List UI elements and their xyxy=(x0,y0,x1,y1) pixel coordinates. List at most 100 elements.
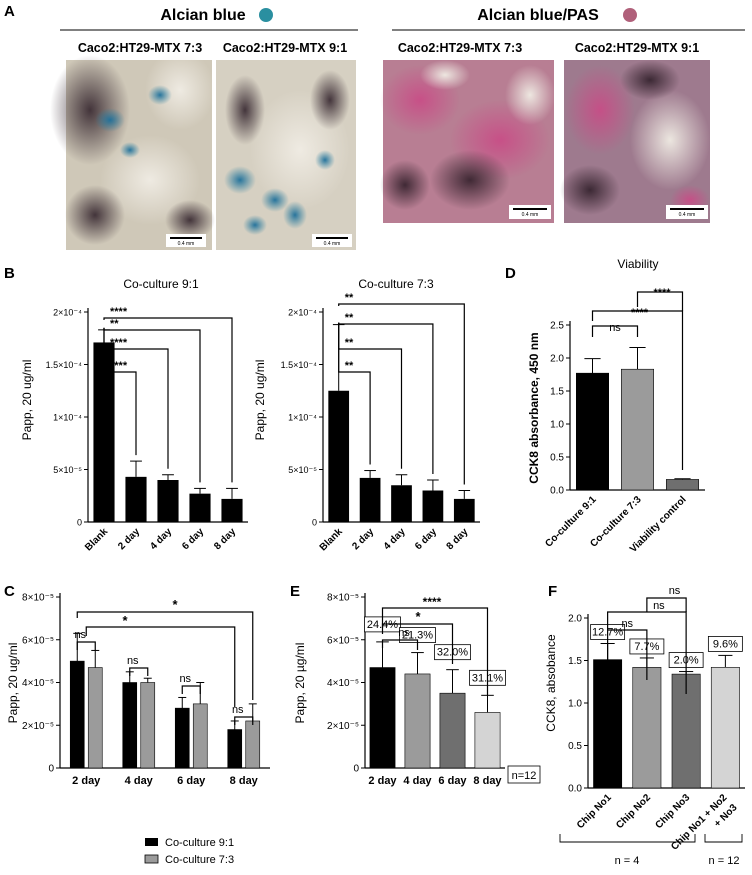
significance-bracket xyxy=(103,327,201,483)
significance-label: ** xyxy=(345,312,354,324)
significance-bracket xyxy=(76,641,96,650)
cv-label-box xyxy=(707,636,743,652)
significance-bracket xyxy=(103,317,233,483)
y-tick-label: 2×10⁻⁴ xyxy=(53,308,82,318)
significance-label: ** xyxy=(345,337,354,349)
y-tick-label: 0 xyxy=(48,764,54,775)
significance-bracket xyxy=(103,327,137,456)
n-label-right: n = 12 xyxy=(709,855,740,867)
bar xyxy=(632,666,662,789)
bar xyxy=(593,659,623,789)
chart-c-comparison: C Papp, 20 ug/ml 0 2×10⁻⁵ 4×10⁻⁵ 6×10⁻⁵ 8×10… xyxy=(4,583,270,866)
y-tick-label: 0.0 xyxy=(550,486,564,497)
chart-e-papp-days: E Papp, 20 µg/ml 0 2×10⁻⁵ 4×10⁻⁵ 6×10⁻⁵ 8×10… xyxy=(290,583,541,787)
significance-label: ** xyxy=(110,318,119,330)
x-tick-label: 4 day xyxy=(125,775,154,787)
significance-label: * xyxy=(172,597,178,612)
significance-bracket xyxy=(103,327,169,469)
bar xyxy=(453,498,475,522)
bar xyxy=(369,667,396,769)
group-title-alcian-pas: Alcian blue/PAS xyxy=(477,7,599,24)
bar xyxy=(122,682,138,769)
y-tick-label: 0.0 xyxy=(568,784,582,795)
y-axis-label: Papp, 20 ug/ml xyxy=(6,643,20,724)
significance-label: ** xyxy=(345,292,354,304)
micrograph-alcian-7-3: 0.4 mm xyxy=(50,50,215,250)
cv-label: 21.3% xyxy=(402,630,433,642)
scale-bar-label-4: 0.4 mm xyxy=(679,212,696,218)
x-tick-label: 6 day xyxy=(413,526,439,552)
y-tick-label: 1×10⁻⁴ xyxy=(288,413,317,423)
bar xyxy=(474,712,501,769)
legend-swatch-9-1 xyxy=(145,838,158,846)
x-tick-label: 2 day xyxy=(368,775,397,787)
chart-b-coculture-7-3: Co-culture 7:3 Papp, 20 ug/ml 0 5×10⁻⁵ 1×1… xyxy=(253,277,480,553)
x-tick-label: 4 day xyxy=(382,526,408,552)
y-tick-label: 2.0 xyxy=(568,614,582,625)
micrograph-alcian-9-1: 0.4 mm xyxy=(216,60,356,250)
y-axis-label: CCK8, absobance xyxy=(544,634,558,732)
significance-bracket xyxy=(591,325,639,337)
significance-bracket xyxy=(85,626,236,707)
bar xyxy=(391,485,412,522)
significance-bracket xyxy=(381,607,489,695)
x-tick-label: 4 day xyxy=(148,526,174,552)
y-tick-label: 1.5×10⁻⁴ xyxy=(46,360,83,370)
bar xyxy=(404,673,431,769)
significance-label: **** xyxy=(110,360,128,372)
bar xyxy=(575,372,609,491)
bar xyxy=(140,682,156,769)
significance-bracket xyxy=(181,685,201,694)
scale-bar-label-1: 0.4 mm xyxy=(178,241,195,247)
x-tick-label: 6 day xyxy=(177,775,206,787)
x-tick-label: Blank xyxy=(318,526,345,553)
significance-label: ns xyxy=(609,322,621,334)
bar xyxy=(174,707,190,769)
chart-title: Co-culture 9:1 xyxy=(123,277,199,291)
bar xyxy=(620,368,654,491)
image-label-3: Caco2:HT29-MTX 7:3 xyxy=(398,41,522,55)
x-tick-label: 8 day xyxy=(445,526,471,552)
bar xyxy=(245,720,261,769)
significance-label: ns xyxy=(398,627,410,639)
legend: Co-culture 9:1 Co-culture 7:3 xyxy=(144,837,234,866)
x-tick-label: 8 day xyxy=(212,526,238,552)
scale-bar-label-2: 0.4 mm xyxy=(324,241,341,247)
y-axis-label: Papp, 20 µg/ml xyxy=(293,643,307,724)
significance-label: **** xyxy=(110,337,128,349)
significance-label: **** xyxy=(631,307,649,319)
significance-label: * xyxy=(122,613,128,628)
x-tick-label: 8 day xyxy=(473,775,502,787)
bar xyxy=(192,703,208,769)
cv-label: 9.6% xyxy=(713,638,738,650)
y-tick-label: 0 xyxy=(353,764,359,775)
x-tick-label: 2 day xyxy=(72,775,101,787)
y-axis-label: Papp, 20 ug/ml xyxy=(253,360,267,441)
bar xyxy=(87,667,103,769)
panel-letter-f: F xyxy=(548,583,557,600)
significance-bracket xyxy=(646,597,687,612)
significance-label: ns xyxy=(669,585,681,597)
bar xyxy=(189,493,211,522)
n-bracket-left xyxy=(559,834,696,843)
chart-title: Co-culture 7:3 xyxy=(358,277,434,291)
significance-label: **** xyxy=(653,287,671,299)
legend-label-9-1: Co-culture 9:1 xyxy=(165,837,234,849)
bar xyxy=(125,476,147,522)
group-title-alcian-blue: Alcian blue xyxy=(160,7,245,24)
significance-label: ns xyxy=(653,600,665,612)
significance-label: ns xyxy=(621,618,633,630)
y-axis-label: CCK8 absorbance, 450 nm xyxy=(527,332,541,483)
significance-bracket xyxy=(607,629,648,680)
x-tick-label: Chip No2 xyxy=(614,792,653,831)
bar xyxy=(328,390,350,522)
legend-label-7-3: Co-culture 7:3 xyxy=(165,854,234,866)
x-tick-label: 6 day xyxy=(180,526,206,552)
significance-bracket xyxy=(129,667,149,676)
significance-label: ns xyxy=(127,655,139,667)
bar xyxy=(69,660,85,769)
x-tick-label: Blank xyxy=(83,526,110,553)
significance-label: ns xyxy=(179,673,191,685)
y-tick-label: 2.5 xyxy=(550,321,564,332)
